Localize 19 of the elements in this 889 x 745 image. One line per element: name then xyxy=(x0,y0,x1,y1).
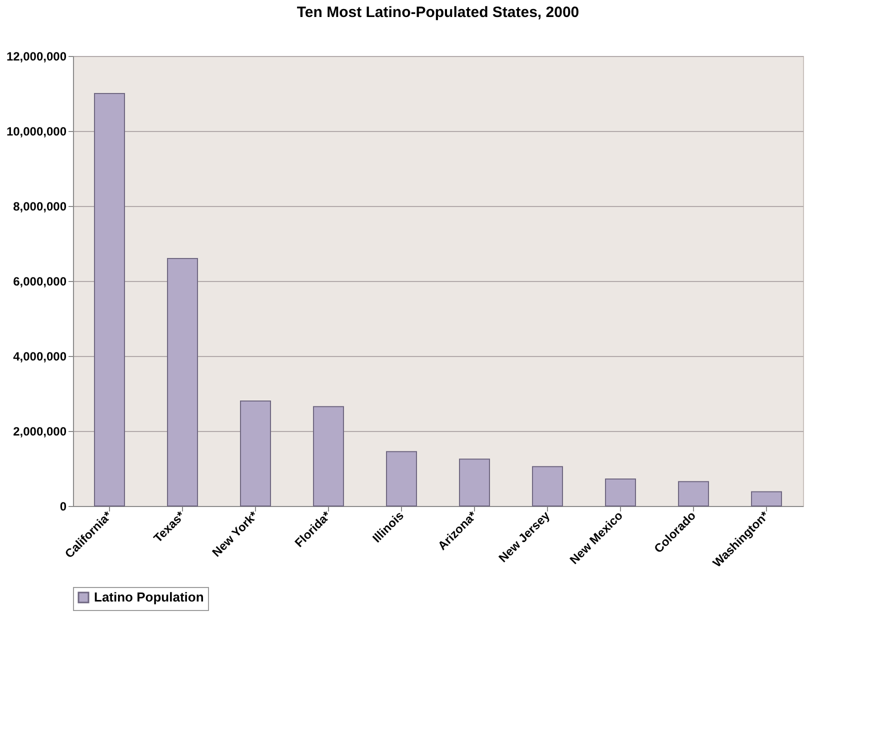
bar xyxy=(167,258,198,506)
bar xyxy=(751,491,782,506)
bar xyxy=(313,406,344,506)
y-tick-label: 2,000,000 xyxy=(13,424,67,438)
bar xyxy=(678,481,709,506)
y-tick-label: 12,000,000 xyxy=(6,50,67,64)
bar xyxy=(94,93,125,506)
bar xyxy=(605,478,636,506)
y-tick-label: 10,000,000 xyxy=(6,124,67,138)
bar xyxy=(386,451,417,506)
y-tick-label: 8,000,000 xyxy=(13,200,67,214)
legend-label: Latino Population xyxy=(94,590,204,604)
y-tick-label: 0 xyxy=(60,500,67,514)
y-tick-label: 6,000,000 xyxy=(13,274,67,288)
bar xyxy=(240,400,271,506)
bar xyxy=(532,466,563,506)
bar xyxy=(459,458,490,506)
chart-title: Ten Most Latino-Populated States, 2000 xyxy=(296,4,580,21)
y-tick-label: 4,000,000 xyxy=(13,350,67,364)
